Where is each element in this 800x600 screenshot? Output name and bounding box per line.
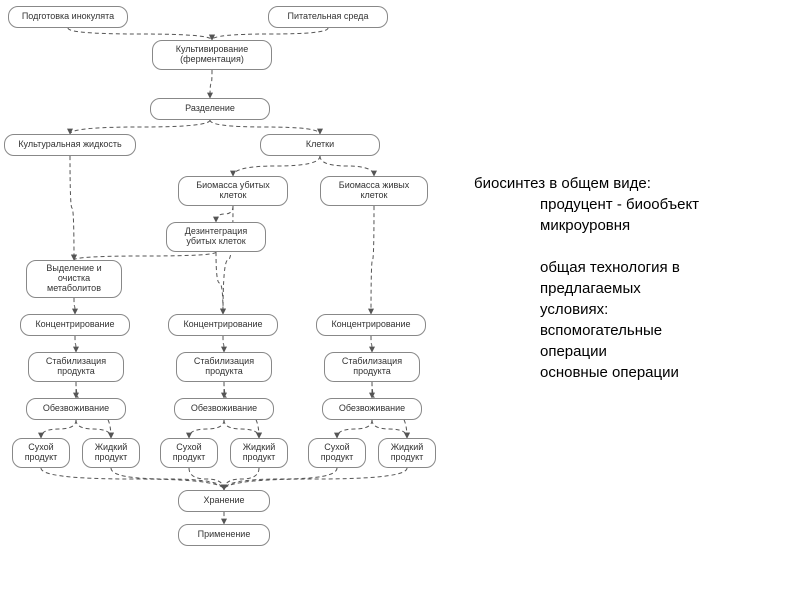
side-text-4: предлагаемых [540,279,641,299]
edge-n10-n13 [75,336,76,352]
edge-n8-n11 [216,252,223,314]
edge-n11-n14 [223,336,224,352]
flow-node-n6: Биомасса убитых клеток [178,176,288,206]
edge-n8-n9 [74,252,216,260]
edge-n1-n2 [212,28,328,40]
side-text-1: продуцент - биообъект [540,195,699,215]
flow-node-n12: Концентрирование [316,314,426,336]
edge-n22-n25 [224,468,259,490]
flow-node-n17: Обезвоживание [174,398,274,420]
flow-node-n15: Стабилизация продукта [324,352,420,382]
flow-node-n20: Жидкий продукт [82,438,140,468]
flow-node-n13: Стабилизация продукта [28,352,124,382]
edge-n3-n4 [70,120,210,134]
edge-n4-n9 [70,156,74,260]
flow-node-n3: Разделение [150,98,270,120]
edge-n16-n19 [41,420,76,438]
side-text-3: общая технология в [540,258,680,278]
flow-node-n7: Биомасса живых клеток [320,176,428,206]
flow-node-n0: Подготовка инокулята [8,6,128,28]
edge-n7-n12 [371,206,374,314]
edge-n3-n5 [210,120,320,134]
flow-node-n18: Обезвоживание [322,398,422,420]
flow-node-n23: Сухой продукт [308,438,366,468]
edge-n21-n25 [189,468,224,490]
edge-n5-n6 [233,156,320,176]
side-text-2: микроуровня [540,216,630,236]
edge-n17-n22 [224,420,259,438]
edge-n19-n25 [41,468,224,490]
edge-n24-n25 [224,468,407,490]
flow-node-n8: Дезинтеграция убитых клеток [166,222,266,252]
edge-n2-n3 [210,70,212,98]
side-text-5: условиях: [540,300,608,320]
flow-node-n11: Концентрирование [168,314,278,336]
side-text-8: основные операции [540,363,679,383]
flow-node-n14: Стабилизация продукта [176,352,272,382]
edge-n9-n10 [74,298,75,314]
flow-node-n19: Сухой продукт [12,438,70,468]
edge-n5-n7 [320,156,374,176]
flow-node-n4: Культуральная жидкость [4,134,136,156]
edge-n6-n8 [216,206,233,222]
flow-node-n26: Применение [178,524,270,546]
flow-node-n16: Обезвоживание [26,398,126,420]
edge-n18-n24 [372,420,407,438]
flow-node-n21: Сухой продукт [160,438,218,468]
edge-n0-n2 [68,28,212,40]
edge-n12-n15 [371,336,372,352]
flow-node-n25: Хранение [178,490,270,512]
flow-node-n2: Культивирование (ферментация) [152,40,272,70]
flow-node-n22: Жидкий продукт [230,438,288,468]
flow-node-n10: Концентрирование [20,314,130,336]
side-text-0: биосинтез в общем виде: [474,174,651,194]
diagram-canvas: { "diagram": { "type": "flowchart", "bac… [0,0,800,600]
flow-node-n1: Питательная среда [268,6,388,28]
side-text-6: вспомогательные [540,321,662,341]
edge-n18-n23 [337,420,372,438]
edge-n16-n20 [76,420,111,438]
flow-node-n5: Клетки [260,134,380,156]
side-text-7: операции [540,342,607,362]
edge-n23-n25 [224,468,337,490]
edge-n20-n25 [111,468,224,490]
edges-layer [0,0,800,600]
flow-node-n9: Выделение и очистка метаболитов [26,260,122,298]
edge-n17-n21 [189,420,224,438]
flow-node-n24: Жидкий продукт [378,438,436,468]
